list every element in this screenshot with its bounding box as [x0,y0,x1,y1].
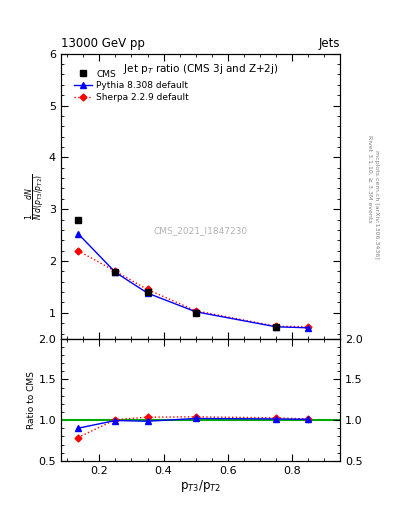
Pythia 8.308 default [113,269,118,275]
Pythia 8.308 default [305,325,310,331]
Pythia 8.308 default [274,324,278,330]
Sherpa 2.2.9 default [75,247,80,253]
Line: Pythia 8.308 default: Pythia 8.308 default [75,230,311,331]
Sherpa 2.2.9 default [145,286,150,292]
Text: Jets: Jets [318,37,340,50]
Text: 13000 GeV pp: 13000 GeV pp [61,37,145,50]
Legend: CMS, Pythia 8.308 default, Sherpa 2.2.9 default: CMS, Pythia 8.308 default, Sherpa 2.2.9 … [71,67,192,104]
X-axis label: p$_{T3}$/p$_{T2}$: p$_{T3}$/p$_{T2}$ [180,478,221,495]
Sherpa 2.2.9 default [274,323,278,329]
Sherpa 2.2.9 default [193,308,198,314]
Text: CMS_2021_I1847230: CMS_2021_I1847230 [153,226,248,235]
Pythia 8.308 default [193,309,198,315]
Line: Sherpa 2.2.9 default: Sherpa 2.2.9 default [75,248,310,329]
Pythia 8.308 default [75,230,80,237]
Sherpa 2.2.9 default [113,268,118,274]
Line: CMS: CMS [74,216,279,331]
CMS [193,310,198,316]
Y-axis label: Ratio to CMS: Ratio to CMS [26,371,35,429]
Text: Rivet 3.1.10, ≥ 3.3M events: Rivet 3.1.10, ≥ 3.3M events [367,135,372,223]
Text: Jet p$_{T}$ ratio (CMS 3j and Z+2j): Jet p$_{T}$ ratio (CMS 3j and Z+2j) [123,62,278,76]
Y-axis label: $\frac{1}{N}\frac{dN}{d(p_{T3}/p_{T2})}$: $\frac{1}{N}\frac{dN}{d(p_{T3}/p_{T2})}$ [24,173,48,220]
CMS [145,289,150,295]
Pythia 8.308 default [145,290,150,296]
Text: mcplots.cern.ch [arXiv:1306.3436]: mcplots.cern.ch [arXiv:1306.3436] [374,151,379,259]
CMS [113,269,118,275]
CMS [274,324,278,330]
CMS [75,217,80,223]
Sherpa 2.2.9 default [305,324,310,330]
